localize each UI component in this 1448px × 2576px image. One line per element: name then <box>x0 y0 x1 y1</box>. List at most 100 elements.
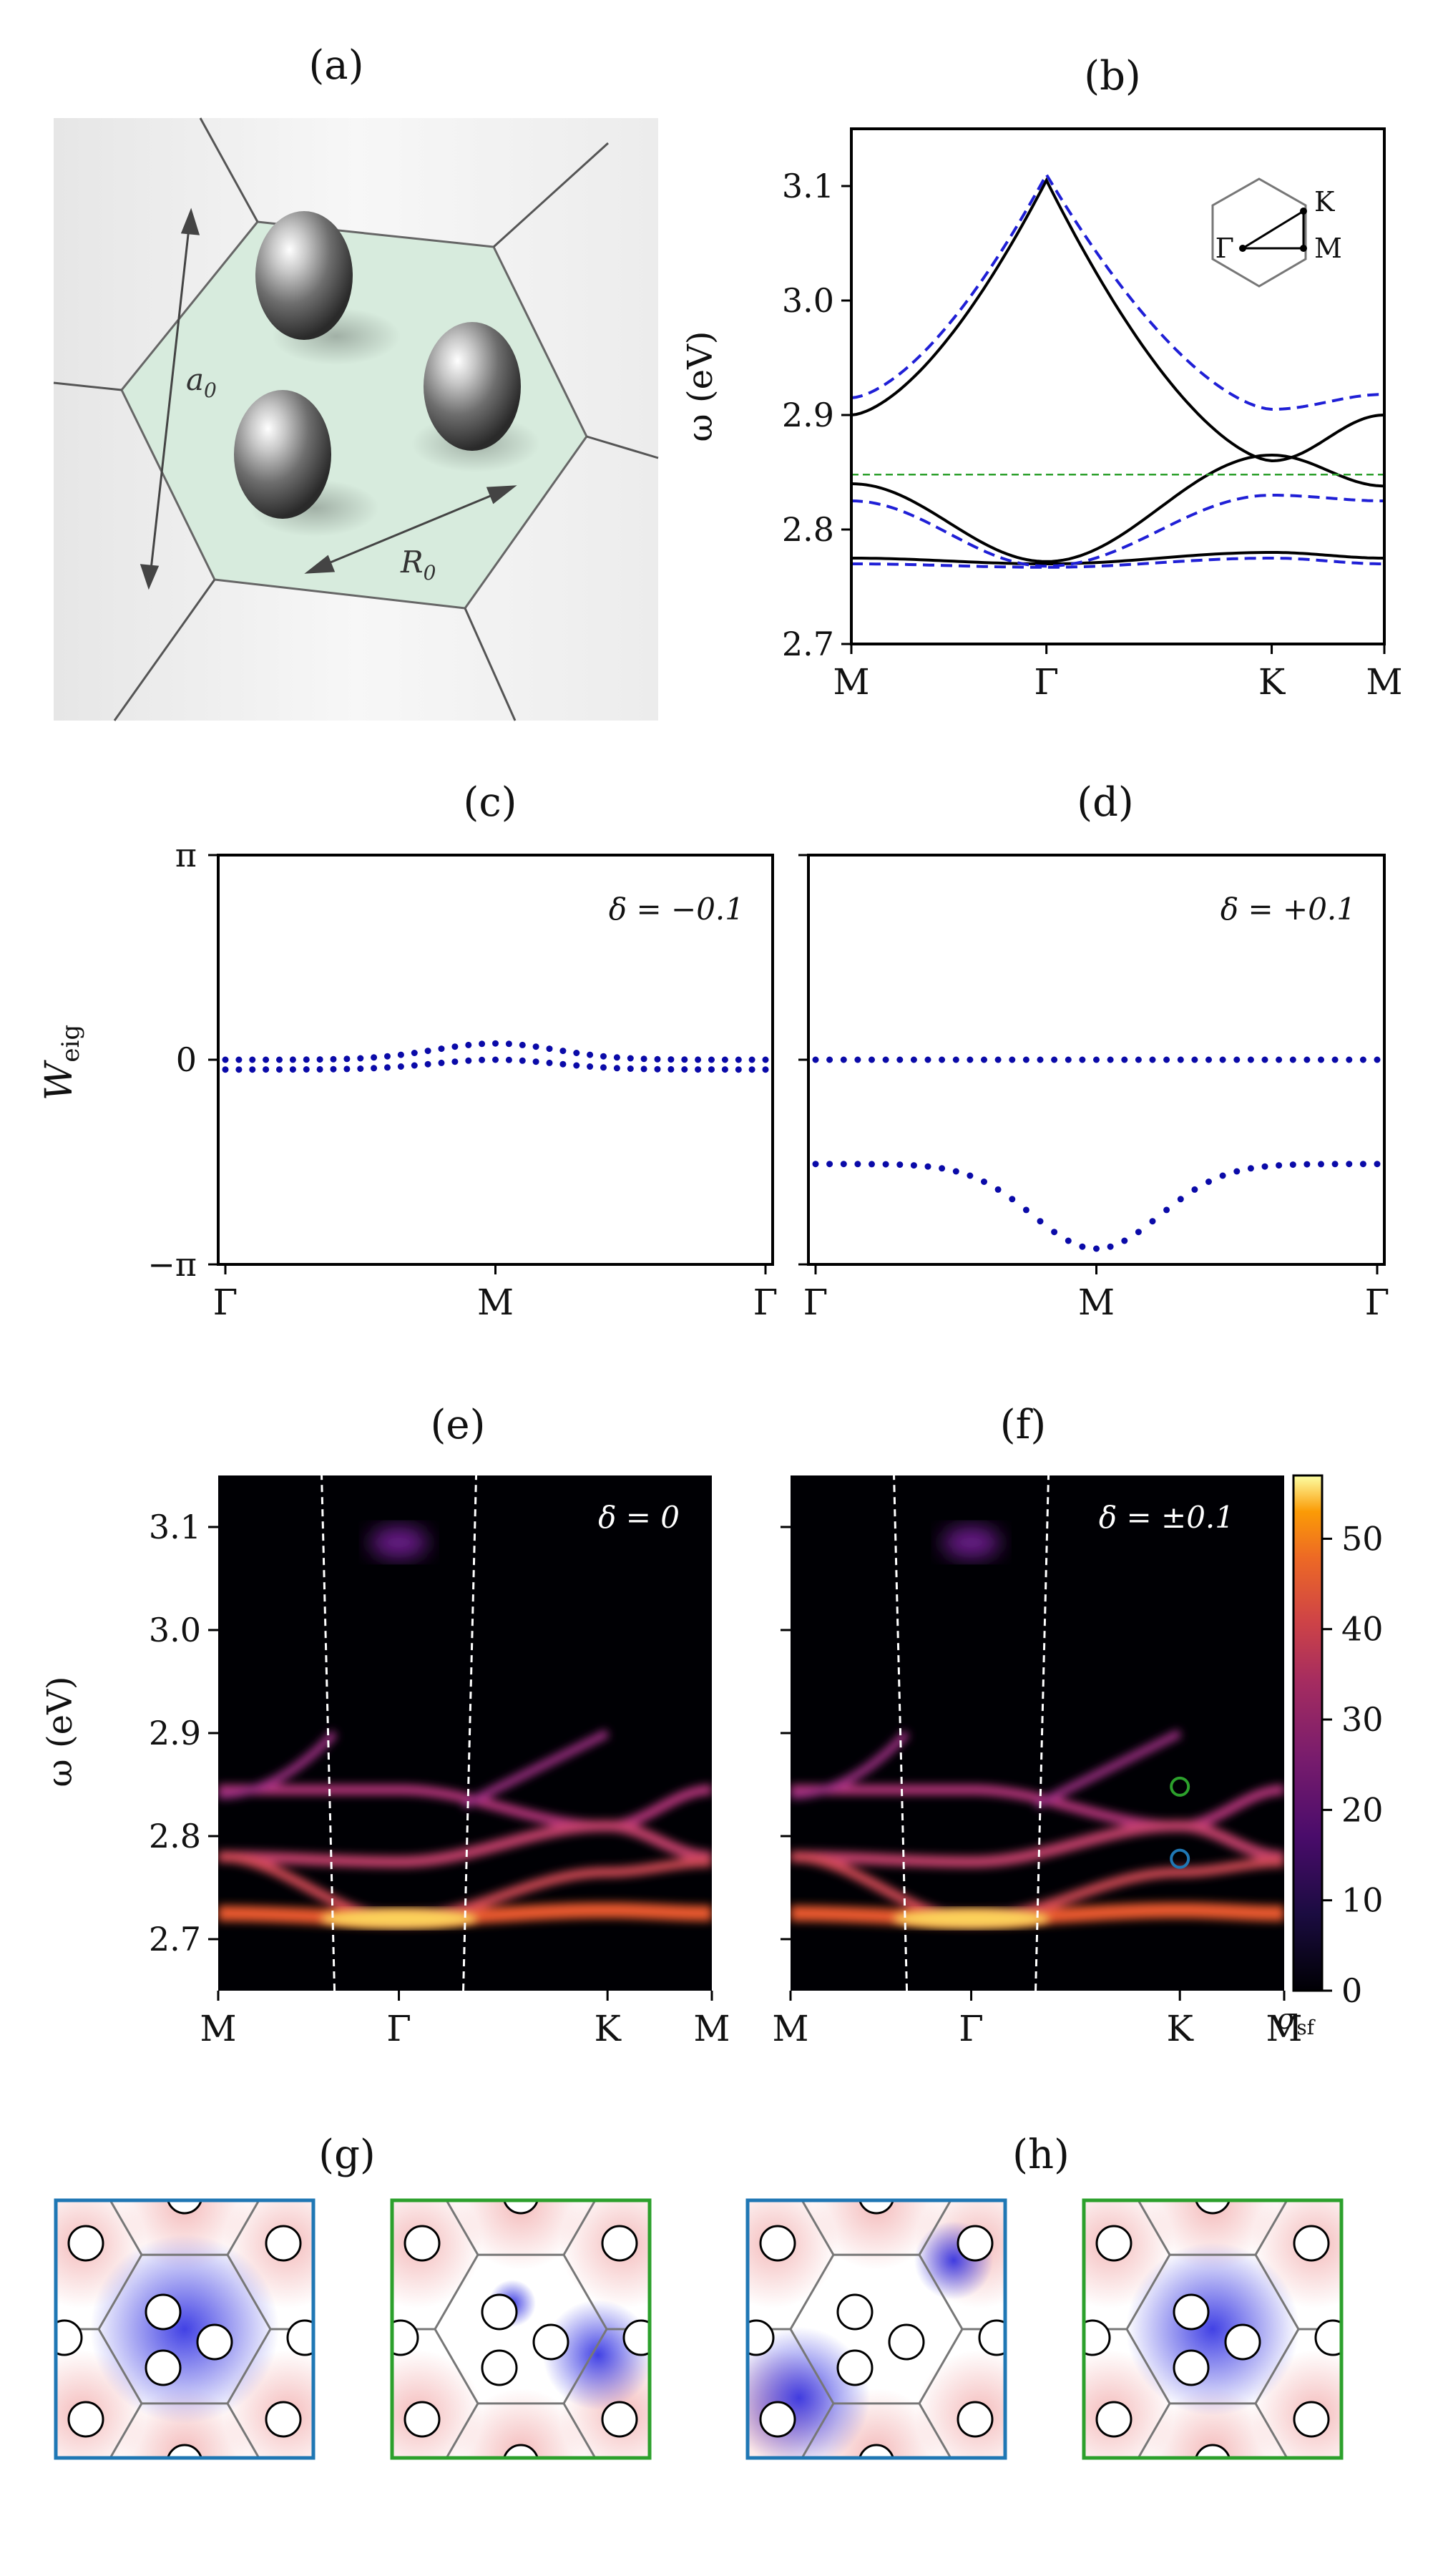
label-R0: R0 <box>400 545 436 585</box>
field-map-particle <box>748 2319 775 2356</box>
field-map-particle <box>601 2225 638 2262</box>
panel-e-ytick-label: 2.8 <box>149 1817 201 1855</box>
panel-d-wilson-point <box>1276 1162 1283 1169</box>
bz-point-k <box>1300 208 1307 215</box>
panel-b-ytick-label: 2.8 <box>782 510 834 549</box>
panel-b-ytick-label: 3.0 <box>782 281 834 320</box>
panel-f-annotation: δ = ±0.1 <box>1099 1500 1234 1535</box>
panel-d-wilson-point <box>910 1056 917 1063</box>
panel-label-h: (h) <box>1012 2132 1070 2178</box>
panel-c-wilson-point <box>276 1066 283 1073</box>
metal-sphere-2 <box>424 322 521 451</box>
field-map-particle <box>1173 2349 1210 2386</box>
panel-label-e: (e) <box>431 1402 486 1448</box>
panel-c-wilson-point <box>681 1066 688 1073</box>
panel-label-d: (d) <box>1077 779 1134 826</box>
panel-d-wilson-point <box>952 1168 959 1175</box>
field-map-lattice-line <box>1137 2403 1171 2458</box>
panel-b-plot: M Γ K M3.13.02.92.82.7 <box>782 167 1403 703</box>
panel-d-wilson-point <box>1303 1161 1311 1168</box>
panel-e-heatmap <box>218 1475 712 1991</box>
panel-c-wilson-point <box>316 1065 323 1073</box>
panel-d-wilson-point <box>1205 1056 1212 1063</box>
panel-c-wilson-point <box>492 1040 499 1047</box>
panel-d-wilson-point <box>1318 1161 1324 1168</box>
panel-d-wilson-point <box>1135 1229 1142 1236</box>
panel-e-light-line <box>462 1475 478 1991</box>
panel-f-light-line <box>1034 1475 1050 1991</box>
field-map-particle <box>481 2349 518 2386</box>
band-line-2 <box>851 453 1385 563</box>
panel-d-wilson-point <box>840 1161 847 1168</box>
field-map-particle <box>503 2200 539 2215</box>
panel-c-wilson-point <box>519 1041 526 1048</box>
panel-e-upper-branch <box>218 1729 338 1800</box>
panel-f: (f) δ = ±0.1 M Γ K M <box>772 1402 1302 2049</box>
panel-c-wilson-point <box>695 1066 702 1073</box>
panel-c-wilson-point <box>316 1056 323 1063</box>
panel-d-wilson-point <box>1276 1056 1283 1063</box>
panel-e-gamma-hotspot <box>320 1908 478 1929</box>
panel-c-wilson-point <box>613 1065 620 1072</box>
panel-c-wilson-point <box>411 1050 418 1056</box>
panel-d-wilson-point <box>1289 1161 1296 1169</box>
panel-d-wilson-point <box>967 1172 974 1179</box>
field-map-g-blue <box>54 2198 315 2460</box>
colorbar: 50 40 30 20 10 0 σsf <box>1277 1474 1384 2039</box>
panel-d-wilson-point <box>854 1056 861 1063</box>
bz-label-gamma: Γ <box>1215 233 1234 264</box>
field-map-particle <box>145 2349 182 2386</box>
panel-c-wilson-point <box>438 1045 445 1053</box>
panel-d-wilson-point <box>1163 1056 1170 1063</box>
panel-e-xtick-label: M <box>693 2008 730 2049</box>
panel-d-wilson-point <box>1331 1056 1339 1063</box>
panel-c-wilson-point <box>559 1048 567 1055</box>
field-map-particle <box>67 2225 104 2262</box>
panel-c-wilson-point <box>532 1043 539 1050</box>
field-red-lobe <box>456 2200 585 2270</box>
panel-f-mode-band <box>791 1902 1284 1927</box>
panel-d-wilson-point <box>826 1056 833 1063</box>
panel-c-wilson-point <box>600 1064 607 1071</box>
panel-d-wilson-point <box>924 1163 931 1170</box>
field-map-particle <box>481 2293 518 2331</box>
panel-c-wilson-point <box>735 1056 742 1063</box>
panel-d-wilson-point <box>869 1161 875 1168</box>
panel-d-wilson-point <box>1093 1056 1100 1063</box>
panel-f-xtick-label: M <box>772 2008 808 2049</box>
field-red-lobe <box>812 2200 941 2270</box>
panel-c-plot: Γ M Γπ 0 −π <box>147 836 778 1323</box>
panel-c-wilson-point <box>330 1055 337 1063</box>
label-a0: a0 <box>186 362 217 402</box>
panel-d-wilson-point <box>939 1056 946 1063</box>
panel-c-xtick-label: M <box>477 1282 514 1323</box>
lattice-lines <box>53 117 659 721</box>
panel-d-wilson-point <box>967 1056 974 1063</box>
panel-d-wilson-point <box>1289 1056 1296 1063</box>
panel-c-wilson-point <box>681 1056 688 1063</box>
panel-f-mode-band <box>791 1851 1284 1924</box>
field-map-particle <box>67 2401 104 2438</box>
panel-d-wilson-point <box>882 1161 889 1168</box>
panel-c-wilson-point <box>465 1057 472 1064</box>
panel-c-wilson-point <box>721 1066 728 1073</box>
panel-f-heatmap <box>791 1475 1284 1991</box>
panel-c-wilson-point <box>654 1065 661 1073</box>
panel-d-wilson-point <box>840 1056 847 1063</box>
field-red-lobe <box>456 2388 585 2458</box>
field-map-lattice-line <box>1137 2200 1171 2255</box>
panel-c-wilson-point <box>505 1040 512 1048</box>
panel-c-xtick-label: Γ <box>753 1282 778 1323</box>
panel-c-wilson-point <box>330 1065 337 1073</box>
panel-label-b: (b) <box>1084 53 1141 99</box>
metal-sphere-1 <box>255 211 353 340</box>
panel-c-wilson-point <box>748 1056 755 1063</box>
panel-c-wilson-point <box>587 1063 594 1070</box>
field-map-border <box>1082 2198 1344 2460</box>
panel-e-ytick-label: 2.7 <box>149 1920 201 1958</box>
panel-label-a: (a) <box>308 42 363 89</box>
field-map-h-blue <box>745 2198 1007 2460</box>
panel-c-wilson-point <box>397 1051 404 1058</box>
panel-g: (g) <box>54 2132 652 2460</box>
panel-c-wilson-point <box>479 1056 486 1063</box>
